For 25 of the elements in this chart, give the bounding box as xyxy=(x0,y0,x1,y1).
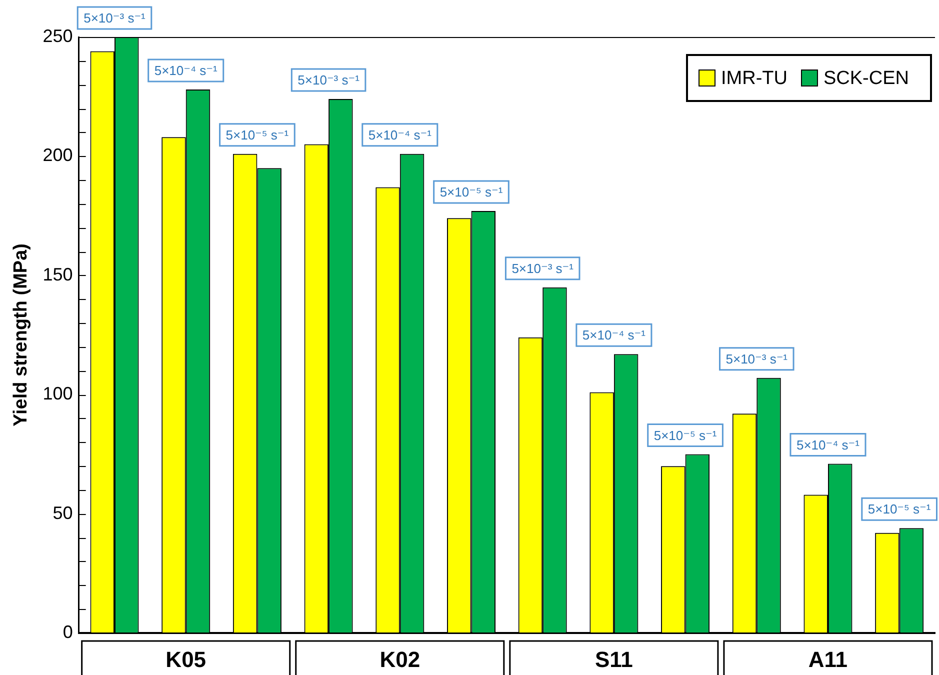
annotation: 5×10⁻⁴ s⁻¹ xyxy=(154,63,218,78)
annotation: 5×10⁻⁵ s⁻¹ xyxy=(440,184,504,200)
y-tick-label: 0 xyxy=(62,622,73,642)
legend-label: IMR-TU xyxy=(721,68,788,90)
y-axis-title: Yield strength (MPa) xyxy=(10,244,32,426)
text: S11 xyxy=(594,647,633,672)
annotation: 5×10⁻³ s⁻¹ xyxy=(298,72,360,88)
y-tick-label: 250 xyxy=(42,26,73,46)
annotation: 5×10⁻⁵ s⁻¹ xyxy=(868,502,932,517)
annotation: 5×10⁻⁴ s⁻¹ xyxy=(368,127,432,142)
text: K02 xyxy=(380,647,420,672)
annotation: 5×10⁻⁴ s⁻¹ xyxy=(582,328,646,343)
y-tick-label: 200 xyxy=(42,145,73,166)
text: K05 xyxy=(166,647,206,672)
annotation: 5×10⁻⁵ s⁻¹ xyxy=(226,127,290,142)
y-tick-label: 50 xyxy=(52,502,73,523)
text: A11 xyxy=(808,647,848,672)
annotation: 5×10⁻³ s⁻¹ xyxy=(512,260,574,276)
y-tick-label: 150 xyxy=(42,264,73,284)
y-tick-label: 100 xyxy=(42,384,73,404)
annotation: 5×10⁻³ s⁻¹ xyxy=(726,351,788,366)
annotation: 5×10⁻³ s⁻¹ xyxy=(84,10,146,26)
legend-label: SCK-CEN xyxy=(823,68,910,90)
annotation: 5×10⁻⁵ s⁻¹ xyxy=(654,428,718,443)
annotation: 5×10⁻⁴ s⁻¹ xyxy=(796,437,860,452)
